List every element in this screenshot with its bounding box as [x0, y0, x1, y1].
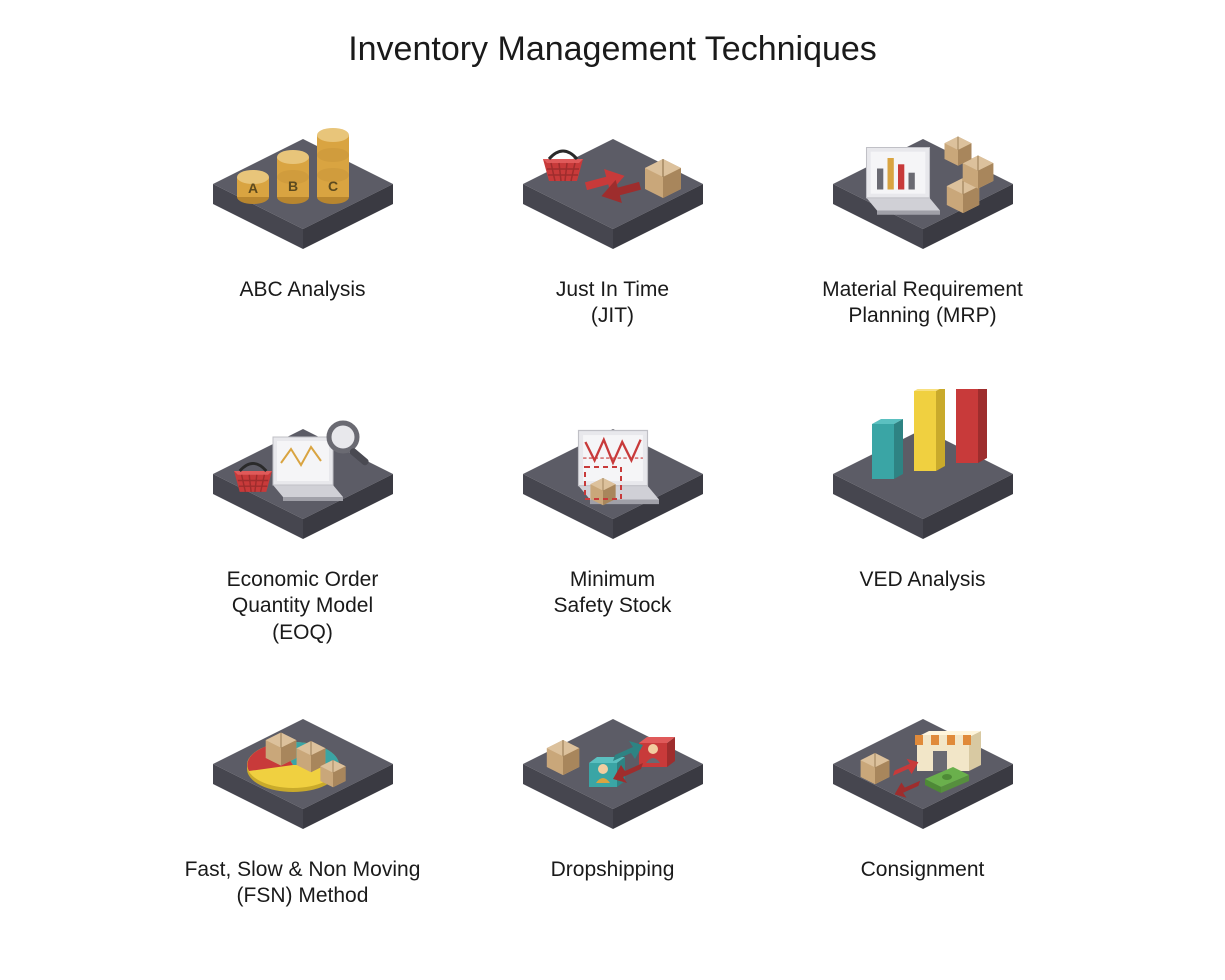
eoq-label: Economic Order Quantity Model (EOQ) — [227, 567, 379, 646]
page: Inventory Management Techniques ABC Anal… — [0, 0, 1225, 980]
ved-icon — [813, 389, 1033, 559]
abc-icon — [193, 99, 413, 269]
drop-icon — [503, 679, 723, 849]
techniques-grid: ABC Analysis Just In Time (JIT) Material R… — [163, 99, 1063, 959]
cons-label: Consignment — [861, 857, 985, 883]
abc-label: ABC Analysis — [239, 277, 365, 303]
technique-jit: Just In Time (JIT) — [473, 99, 753, 379]
drop-label: Dropshipping — [551, 857, 675, 883]
technique-fsn: Fast, Slow & Non Moving (FSN) Method — [163, 679, 443, 959]
mrp-label: Material Requirement Planning (MRP) — [822, 277, 1023, 330]
technique-cons: Consignment — [783, 679, 1063, 959]
fsn-label: Fast, Slow & Non Moving (FSN) Method — [185, 857, 421, 910]
cons-icon — [813, 679, 1033, 849]
page-title: Inventory Management Techniques — [348, 30, 877, 69]
ved-label: VED Analysis — [859, 567, 985, 593]
fsn-icon — [193, 679, 413, 849]
technique-mrp: Material Requirement Planning (MRP) — [783, 99, 1063, 379]
mrp-icon — [813, 99, 1033, 269]
technique-drop: Dropshipping — [473, 679, 753, 959]
technique-ved: VED Analysis — [783, 389, 1063, 669]
mss-label: Minimum Safety Stock — [554, 567, 672, 620]
jit-icon — [503, 99, 723, 269]
jit-label: Just In Time (JIT) — [556, 277, 669, 330]
mss-icon — [503, 389, 723, 559]
technique-eoq: Economic Order Quantity Model (EOQ) — [163, 389, 443, 669]
technique-abc: ABC Analysis — [163, 99, 443, 379]
technique-mss: Minimum Safety Stock — [473, 389, 753, 669]
eoq-icon — [193, 389, 413, 559]
